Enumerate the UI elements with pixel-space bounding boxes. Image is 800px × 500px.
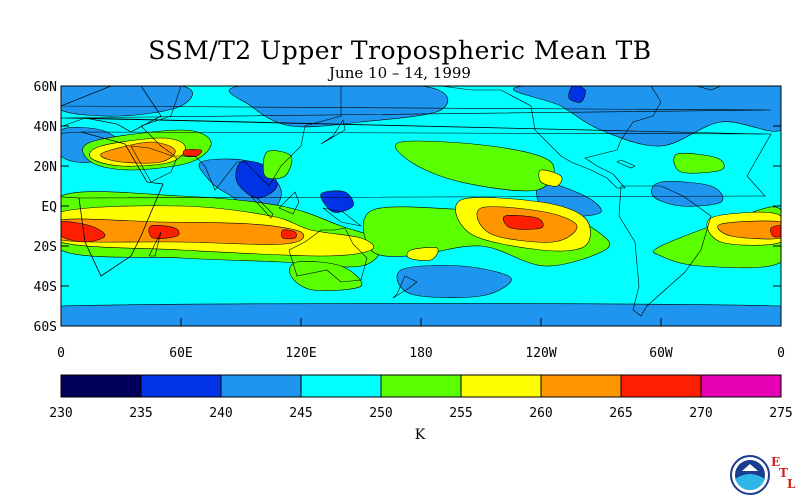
coastline-10 <box>148 231 162 257</box>
colorbar-level-label: 235 <box>129 406 152 421</box>
etl-letter-l: L <box>787 477 796 491</box>
colorbar-swatch <box>620 374 702 398</box>
colorbar-level-label: 275 <box>769 406 792 421</box>
coastline-4 <box>320 119 346 145</box>
chart-subtitle: June 10 – 14, 1999 <box>329 64 471 82</box>
coastline-9 <box>392 275 418 299</box>
coastline-12 <box>616 159 636 169</box>
colorbar-level-label: 260 <box>529 406 552 421</box>
colorbar-swatch <box>380 374 462 398</box>
colorbar-level-label: 240 <box>209 406 232 421</box>
tb-contour-region-0 <box>61 86 193 117</box>
colorbar-level-label: 230 <box>49 406 72 421</box>
tb-contour-region-26 <box>406 247 439 261</box>
colorbar-swatch <box>540 374 622 398</box>
tb-contour-region-7 <box>651 181 724 207</box>
tb-contour-region-34 <box>502 215 544 230</box>
x-tick-label: 60W <box>649 346 673 361</box>
tb-contour-region-27 <box>100 141 176 164</box>
x-tick-label: 120W <box>525 346 556 361</box>
map-field <box>61 86 781 326</box>
colorbar-level-label: 265 <box>609 406 632 421</box>
y-tick-label: 40S <box>34 280 57 295</box>
colorbar-swatch <box>220 374 302 398</box>
tb-contour-region-11 <box>320 190 354 213</box>
coastline-8 <box>288 227 368 283</box>
y-tick-label: 20N <box>34 160 57 175</box>
tb-contour-region-18 <box>262 150 293 180</box>
colorbar-level-label: 270 <box>689 406 712 421</box>
y-tick-label: EQ <box>41 200 57 215</box>
etl-letter-t: T <box>779 466 788 480</box>
tb-contour-region-31 <box>61 221 106 243</box>
x-tick-label: 0 <box>777 346 785 361</box>
coastline-2 <box>130 145 178 183</box>
colorbar-swatch <box>700 374 782 398</box>
tb-contour-region-36 <box>182 148 202 158</box>
coastline-11 <box>440 86 662 189</box>
coastline-5 <box>250 195 274 219</box>
tb-contour-region-32 <box>148 225 180 239</box>
colorbar-unit-label: K <box>415 427 426 443</box>
tb-contour-region-30 <box>717 220 781 240</box>
x-tick-label: 0 <box>57 346 65 361</box>
coastline-7 <box>322 207 362 227</box>
tb-contour-region-15 <box>395 140 555 192</box>
coastline-wrap-1 <box>61 86 162 133</box>
y-tick-label: 60S <box>34 320 57 335</box>
colorbar-level-label: 250 <box>369 406 392 421</box>
chart-title: SSM/T2 Upper Tropospheric Mean TB <box>148 36 652 65</box>
y-tick-label: 60N <box>34 80 57 95</box>
etl-letter-e: E <box>771 455 781 469</box>
tb-contour-region-25 <box>538 169 563 187</box>
colorbar-swatch <box>60 374 142 398</box>
coastline-14 <box>696 86 722 91</box>
colorbar: 230 235 240 245 250 255 260 265 270 275 K <box>49 374 793 443</box>
tb-contour-region-20 <box>289 261 363 291</box>
y-tick-label: 20S <box>34 240 57 255</box>
coastline-wrap-0 <box>61 131 164 277</box>
coastlines <box>61 86 772 317</box>
tb-contour-region-12 <box>568 86 586 103</box>
x-tick-label: 60E <box>169 346 192 361</box>
x-tick-label: 120E <box>285 346 316 361</box>
x-tick-label: 180 <box>409 346 432 361</box>
colorbar-swatch <box>140 374 222 398</box>
colorbar-level-label: 255 <box>449 406 472 421</box>
tb-contour-region-35 <box>770 225 781 238</box>
tb-contour-region-1 <box>228 86 449 128</box>
colorbar-swatch <box>300 374 382 398</box>
noaa-logo <box>730 455 770 495</box>
tb-contour-region-33 <box>281 229 297 240</box>
coastline-13 <box>618 185 712 317</box>
coastline-3 <box>140 86 342 191</box>
coastline-6 <box>278 191 300 215</box>
y-tick-label: 40N <box>34 120 57 135</box>
tb-contour-region-8 <box>61 303 781 326</box>
colorbar-level-label: 245 <box>289 406 312 421</box>
tb-contour-region-19 <box>673 152 725 174</box>
colorbar-swatch <box>460 374 542 398</box>
tb-contour-region-9 <box>396 265 512 298</box>
